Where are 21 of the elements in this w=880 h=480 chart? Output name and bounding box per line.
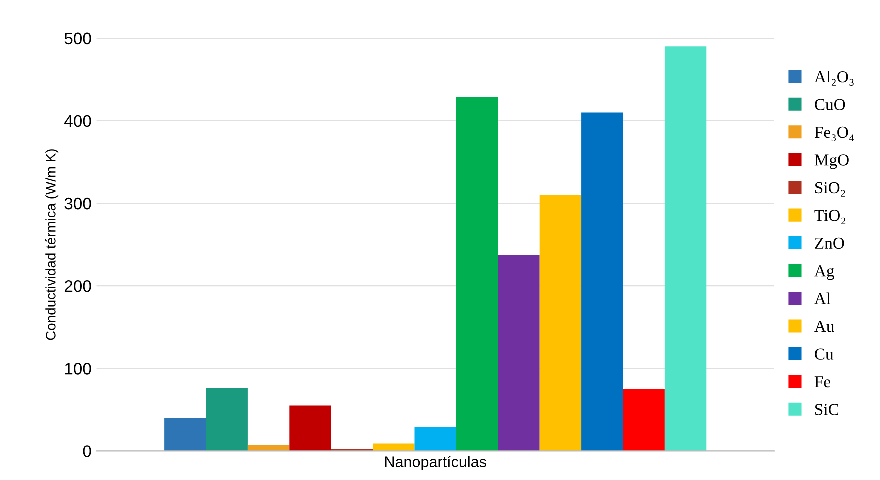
legend-label: Fe₃O₄ — [814, 126, 854, 142]
x-tick-label: Nanopartículas — [385, 456, 486, 470]
y-tick-label: 100 — [65, 363, 92, 375]
legend-label: TiO₂ — [814, 210, 846, 225]
legend-label: Ag — [814, 266, 834, 280]
legend-label: MgO — [814, 154, 849, 170]
y-tick-label: 300 — [64, 198, 92, 210]
y-tick-label: 200 — [64, 280, 92, 292]
y-tick-label: 500 — [64, 32, 92, 45]
legend-label: Cu — [815, 348, 834, 360]
legend-label: Al — [814, 292, 831, 304]
y-tick-label: 0 — [83, 446, 92, 458]
y-axis-title: Conductividad térmica (W/m K) — [45, 150, 59, 340]
legend-label: Al₂O₃ — [814, 70, 854, 86]
legend-label: Fe — [814, 376, 830, 388]
legend-label: CuO — [815, 99, 846, 110]
legend-label: Au — [814, 321, 834, 332]
legend-label: ZnO — [815, 238, 844, 250]
legend-label: SiO₂ — [816, 182, 846, 197]
y-tick-label: 400 — [64, 115, 92, 128]
legend-label: SiC — [816, 404, 838, 416]
